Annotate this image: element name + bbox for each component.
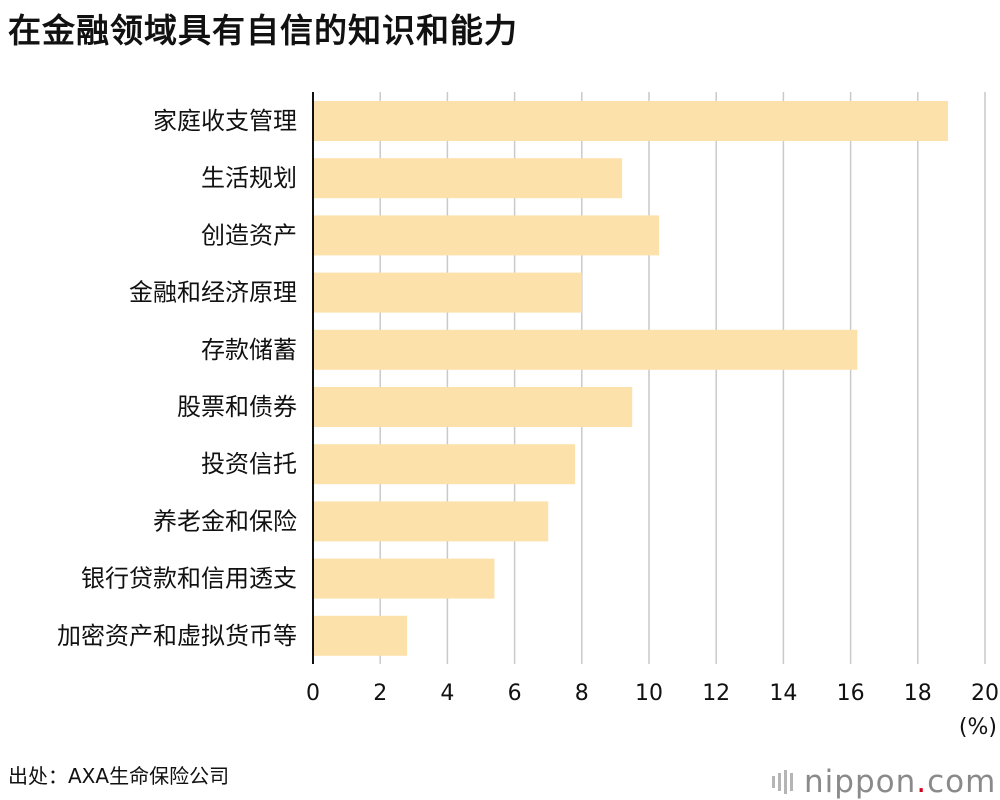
source-note: 出处：AXA生命保险公司 bbox=[8, 764, 230, 788]
x-tick-label: 8 bbox=[575, 681, 589, 706]
x-tick-label: 14 bbox=[769, 681, 797, 706]
bar bbox=[313, 387, 633, 427]
category-label: 创造资产 bbox=[201, 221, 297, 249]
bar bbox=[313, 215, 660, 256]
category-label: 投资信托 bbox=[201, 450, 297, 478]
x-tick-label: 18 bbox=[904, 681, 932, 706]
x-tick-label: 10 bbox=[635, 681, 663, 706]
category-label: 加密资产和虚拟货币等 bbox=[57, 622, 297, 650]
bar bbox=[313, 158, 623, 199]
bar bbox=[313, 101, 949, 141]
logo-mark-icon bbox=[772, 770, 796, 794]
x-axis-unit: (%) bbox=[959, 715, 997, 740]
category-label: 存款储蓄 bbox=[201, 336, 297, 364]
chart-title: 在金融领域具有自信的知识和能力 bbox=[8, 11, 518, 50]
x-tick-label: 12 bbox=[702, 681, 730, 706]
x-tick-label: 2 bbox=[373, 681, 387, 706]
bar bbox=[313, 329, 858, 370]
logo-wordmark: nippon.com bbox=[804, 764, 997, 800]
bar bbox=[313, 444, 576, 485]
category-label: 养老金和保险 bbox=[153, 507, 297, 535]
x-tick-label: 4 bbox=[440, 681, 454, 706]
x-tick-label: 6 bbox=[508, 681, 522, 706]
x-tick-label: 20 bbox=[971, 681, 999, 706]
x-tick-label: 16 bbox=[837, 681, 865, 706]
category-label: 家庭收支管理 bbox=[153, 107, 297, 135]
nippon-logo: nippon.com bbox=[772, 764, 996, 800]
category-labels: 家庭收支管理生活规划创造资产金融和经济原理存款储蓄股票和债券投资信托养老金和保险… bbox=[57, 107, 297, 650]
bar bbox=[313, 615, 408, 656]
category-label: 银行贷款和信用透支 bbox=[81, 565, 297, 593]
category-label: 股票和债券 bbox=[177, 393, 297, 421]
category-label: 金融和经济原理 bbox=[129, 279, 297, 307]
x-tick-label: 0 bbox=[306, 681, 320, 706]
category-label: 生活规划 bbox=[201, 164, 297, 192]
x-tick-labels: 0 2 4 6 8 10 12 14 16 18 20 bbox=[306, 681, 999, 706]
bar bbox=[313, 272, 582, 313]
bars bbox=[313, 101, 949, 656]
bar bbox=[313, 558, 495, 599]
bar bbox=[313, 501, 549, 542]
